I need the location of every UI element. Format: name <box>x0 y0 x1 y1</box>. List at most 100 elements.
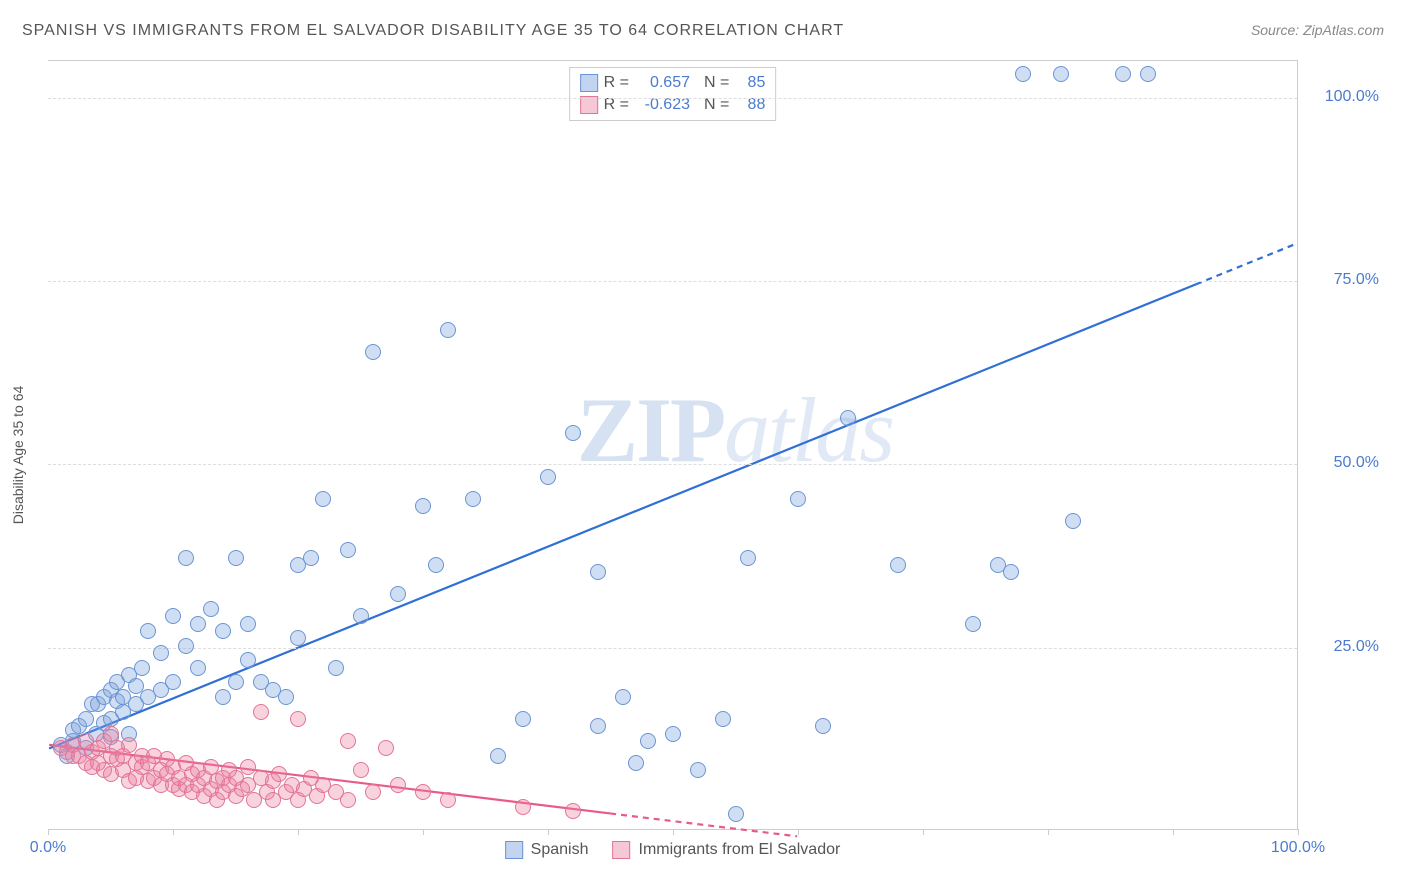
scatter-point <box>140 623 156 639</box>
stat-n-value-elsalvador: 88 <box>735 96 765 114</box>
y-tick-label: 50.0% <box>1309 454 1379 472</box>
scatter-point <box>1015 66 1031 82</box>
x-tick <box>1048 829 1049 835</box>
scatter-point <box>515 711 531 727</box>
scatter-point <box>228 550 244 566</box>
scatter-point <box>415 498 431 514</box>
scatter-point <box>190 616 206 632</box>
scatter-point <box>790 491 806 507</box>
scatter-point <box>615 689 631 705</box>
stat-n-label: N = <box>704 96 729 114</box>
scatter-point <box>328 660 344 676</box>
scatter-point <box>303 550 319 566</box>
scatter-point <box>240 652 256 668</box>
scatter-point <box>340 792 356 808</box>
legend-item-spanish: Spanish <box>505 841 589 859</box>
scatter-point <box>590 564 606 580</box>
x-tick <box>1298 829 1299 835</box>
scatter-point <box>890 557 906 573</box>
stat-r-value-elsalvador: -0.623 <box>635 96 690 114</box>
x-tick-label: 100.0% <box>1271 839 1325 857</box>
scatter-point <box>390 586 406 602</box>
x-tick <box>173 829 174 835</box>
swatch-blue <box>580 74 598 92</box>
source-attribution: Source: ZipAtlas.com <box>1251 22 1384 38</box>
scatter-point <box>240 616 256 632</box>
x-tick <box>48 829 49 835</box>
scatter-point <box>565 425 581 441</box>
scatter-point <box>690 762 706 778</box>
scatter-point <box>428 557 444 573</box>
grid-line <box>48 648 1297 649</box>
scatter-point <box>190 660 206 676</box>
scatter-point <box>1065 513 1081 529</box>
scatter-point <box>78 711 94 727</box>
scatter-point <box>640 733 656 749</box>
scatter-point <box>215 689 231 705</box>
scatter-point <box>165 674 181 690</box>
scatter-point <box>665 726 681 742</box>
scatter-point <box>378 740 394 756</box>
scatter-point <box>365 344 381 360</box>
scatter-point <box>315 491 331 507</box>
stat-legend-row-spanish: R = 0.657 N = 85 <box>580 72 766 94</box>
scatter-point <box>215 623 231 639</box>
swatch-pink <box>580 96 598 114</box>
scatter-point <box>290 630 306 646</box>
scatter-point <box>153 645 169 661</box>
stat-legend: R = 0.657 N = 85 R = -0.623 N = 88 <box>569 67 777 121</box>
scatter-point <box>715 711 731 727</box>
y-axis-label: Disability Age 35 to 64 <box>10 386 26 525</box>
trend-lines-layer <box>48 61 1297 829</box>
watermark: ZIPatlas <box>577 377 893 483</box>
scatter-point <box>178 550 194 566</box>
scatter-point <box>440 792 456 808</box>
scatter-point <box>515 799 531 815</box>
scatter-point <box>253 704 269 720</box>
y-tick-label: 25.0% <box>1309 638 1379 656</box>
scatter-point <box>178 638 194 654</box>
scatter-point <box>134 660 150 676</box>
swatch-blue <box>505 841 523 859</box>
scatter-point <box>353 762 369 778</box>
stat-r-label: R = <box>604 74 629 92</box>
scatter-point <box>815 718 831 734</box>
grid-line <box>48 464 1297 465</box>
swatch-pink <box>612 841 630 859</box>
scatter-point <box>353 608 369 624</box>
scatter-point <box>1003 564 1019 580</box>
chart-title: SPANISH VS IMMIGRANTS FROM EL SALVADOR D… <box>22 22 844 40</box>
trend-line <box>49 284 1196 748</box>
scatter-point <box>165 608 181 624</box>
scatter-point <box>1140 66 1156 82</box>
scatter-point <box>465 491 481 507</box>
scatter-point <box>840 410 856 426</box>
x-tick <box>673 829 674 835</box>
stat-n-value-spanish: 85 <box>735 74 765 92</box>
scatter-point <box>290 711 306 727</box>
x-tick <box>298 829 299 835</box>
stat-r-value-spanish: 0.657 <box>635 74 690 92</box>
y-tick-label: 100.0% <box>1309 88 1379 106</box>
y-tick-label: 75.0% <box>1309 271 1379 289</box>
trend-line <box>1196 244 1296 284</box>
x-tick <box>798 829 799 835</box>
scatter-point <box>565 803 581 819</box>
bottom-legend: Spanish Immigrants from El Salvador <box>505 841 841 859</box>
scatter-point <box>203 601 219 617</box>
scatter-point <box>1053 66 1069 82</box>
scatter-point <box>540 469 556 485</box>
x-tick <box>923 829 924 835</box>
scatter-point <box>590 718 606 734</box>
scatter-point <box>490 748 506 764</box>
scatter-point <box>340 542 356 558</box>
scatter-point <box>1115 66 1131 82</box>
x-tick <box>548 829 549 835</box>
scatter-point <box>965 616 981 632</box>
scatter-point <box>103 726 119 742</box>
x-tick-label: 0.0% <box>30 839 66 857</box>
trend-line <box>610 813 797 836</box>
grid-line <box>48 98 1297 99</box>
scatter-point <box>728 806 744 822</box>
scatter-point <box>340 733 356 749</box>
